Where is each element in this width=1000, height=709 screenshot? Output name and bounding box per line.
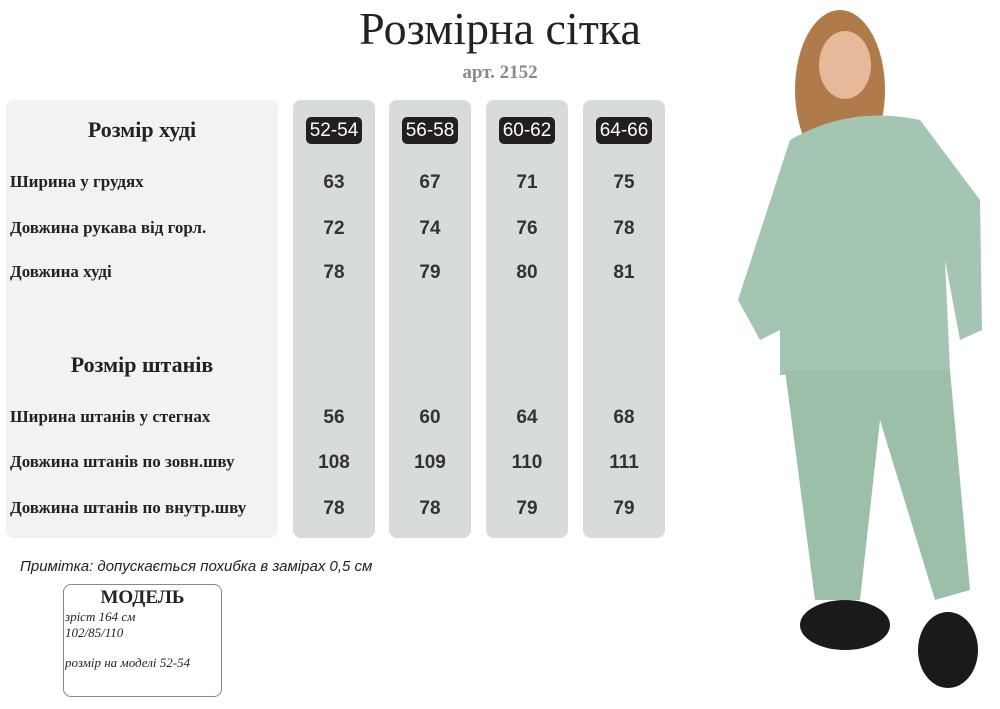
measurement-value: 74 bbox=[419, 218, 441, 239]
pants-header: Розмір штанів bbox=[70, 352, 214, 377]
row-label: Довжина штанів по зовн.шву bbox=[10, 452, 235, 471]
measurement-value: 79 bbox=[516, 498, 538, 519]
row-label: Ширина у грудях bbox=[10, 172, 144, 191]
measurement-value: 71 bbox=[516, 172, 538, 193]
size-badge: 64-66 bbox=[596, 117, 652, 144]
note: Примітка: допускається похибка в замірах… bbox=[20, 558, 373, 575]
measurement-value: 80 bbox=[516, 262, 538, 283]
model-measurements: 102/85/110 bbox=[65, 625, 124, 640]
size-column-52-54: 52-54 63 72 78 56 108 78 bbox=[293, 100, 375, 538]
size-column-64-66: 64-66 75 78 81 68 111 79 bbox=[583, 100, 665, 538]
measurement-labels: Розмір худі Ширина у грудях Довжина рука… bbox=[6, 100, 278, 538]
measurement-value: 110 bbox=[511, 452, 543, 473]
model-size: розмір на моделі 52-54 bbox=[65, 655, 191, 670]
row-label: Довжина рукава від горл. bbox=[10, 218, 207, 237]
measurement-value: 60 bbox=[419, 407, 441, 428]
size-badge: 52-54 bbox=[306, 117, 362, 144]
measurement-value: 79 bbox=[419, 262, 441, 283]
measurement-value: 78 bbox=[323, 498, 345, 519]
page-title: Розмірна сітка bbox=[359, 3, 641, 54]
measurement-value: 81 bbox=[613, 262, 635, 283]
size-badge: 60-62 bbox=[499, 117, 555, 144]
measurement-value: 72 bbox=[323, 218, 345, 239]
model-title: МОДЕЛЬ bbox=[100, 587, 185, 608]
hoodie bbox=[738, 115, 982, 375]
face bbox=[819, 31, 871, 99]
model-info-box: МОДЕЛЬ зріст 164 см 102/85/110 розмір на… bbox=[63, 584, 222, 697]
row-label: Довжина штанів по внутр.шву bbox=[10, 498, 247, 517]
measurement-value: 67 bbox=[419, 172, 441, 193]
measurement-value: 108 bbox=[318, 452, 350, 473]
model-photo bbox=[738, 10, 982, 688]
article-number: арт. 2152 bbox=[462, 62, 538, 83]
right-shoe bbox=[918, 612, 978, 688]
measurement-value: 78 bbox=[613, 218, 635, 239]
size-badge: 56-58 bbox=[402, 117, 458, 144]
measurement-value: 76 bbox=[516, 218, 538, 239]
size-column-60-62: 60-62 71 76 80 64 110 79 bbox=[486, 100, 568, 538]
hoodie-header: Розмір худі bbox=[87, 117, 197, 142]
measurement-value: 68 bbox=[613, 407, 635, 428]
measurement-value: 63 bbox=[323, 172, 345, 193]
size-column-56-58: 56-58 67 74 79 60 109 78 bbox=[389, 100, 471, 538]
measurement-value: 78 bbox=[323, 262, 345, 283]
pants bbox=[785, 370, 970, 600]
left-shoe bbox=[800, 600, 890, 650]
measurement-value: 111 bbox=[609, 452, 639, 473]
measurement-value: 56 bbox=[323, 407, 345, 428]
measurement-value: 78 bbox=[419, 498, 441, 519]
measurement-value: 75 bbox=[613, 172, 635, 193]
model-height: зріст 164 см bbox=[65, 609, 136, 624]
row-label: Ширина штанів у стегнах bbox=[10, 407, 211, 426]
measurement-value: 109 bbox=[414, 452, 446, 473]
measurement-value: 64 bbox=[516, 407, 538, 428]
row-label: Довжина худі bbox=[10, 262, 112, 281]
measurement-value: 79 bbox=[613, 498, 635, 519]
